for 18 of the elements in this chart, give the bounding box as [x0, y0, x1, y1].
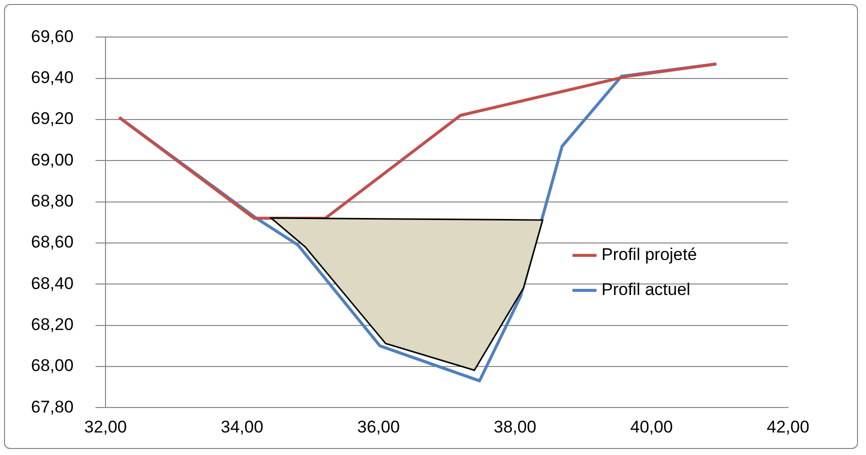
y-tick-label: 69,40: [30, 68, 74, 88]
y-tick-label: 68,40: [30, 274, 74, 293]
legend-label: Profil actuel: [602, 280, 690, 300]
x-tick-label: 36,00: [357, 417, 400, 436]
y-tick-label: 69,20: [30, 109, 74, 128]
y-tick-label: 67,80: [30, 397, 74, 416]
y-tick-label: 68,60: [30, 232, 74, 252]
legend-label: Profil projeté: [602, 245, 697, 264]
x-tick-label: 38,00: [494, 417, 536, 436]
y-tick-label: 69,00: [30, 150, 74, 170]
y-tick-label: 68,00: [30, 356, 74, 376]
y-tick-label: 68,80: [30, 192, 74, 211]
y-tick-label: 69,60: [30, 26, 74, 46]
y-tick-label: 68,20: [30, 314, 74, 334]
x-tick-label: 34,00: [220, 417, 264, 436]
x-tick-label: 40,00: [630, 417, 673, 436]
x-tick-label: 32,00: [84, 417, 127, 436]
x-tick-label: 42,00: [766, 417, 810, 436]
